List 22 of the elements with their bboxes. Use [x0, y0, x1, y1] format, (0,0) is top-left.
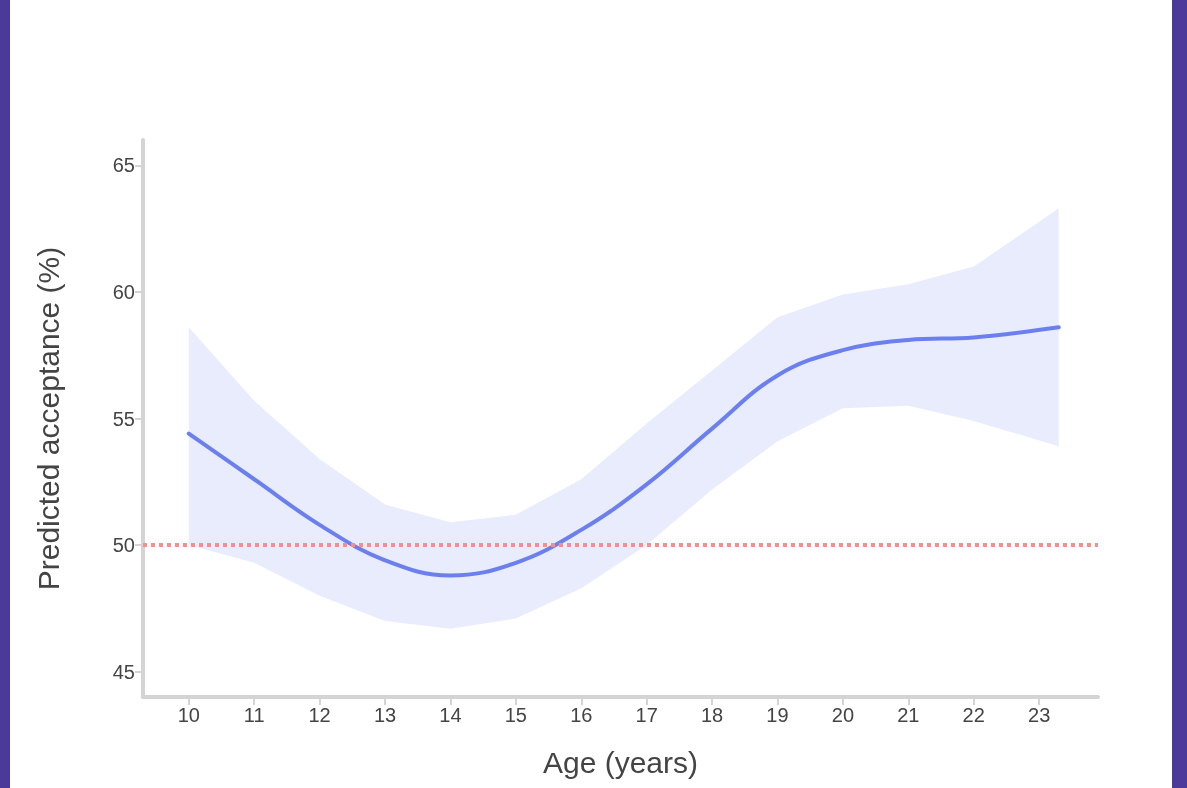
x-tick-label: 12 [308, 704, 331, 726]
x-tick-label: 23 [1028, 704, 1051, 726]
x-tick-label: 18 [700, 704, 724, 726]
y-tick-label: 50 [112, 534, 135, 557]
x-tick-label: 14 [439, 704, 462, 726]
x-tick-label: 21 [897, 704, 920, 726]
x-tick-label: 10 [177, 704, 200, 726]
x-tick-label: 20 [831, 704, 855, 726]
x-tick-label: 22 [962, 704, 985, 726]
line-series [186, 325, 1061, 578]
x-tick-label: 11 [243, 704, 265, 726]
x-tick-label: 16 [570, 704, 593, 726]
x-tick-label: 17 [635, 704, 658, 726]
x-axis-title: Age (years) [542, 745, 699, 779]
y-tick-label: 60 [112, 280, 135, 303]
y-tick-label: 65 [112, 154, 135, 177]
x-tick-label: 13 [373, 704, 397, 726]
y-axis-title: Predicted acceptance (%) [31, 246, 65, 591]
y-tick-label: 45 [112, 660, 135, 683]
x-tick-label: 19 [766, 704, 789, 726]
y-tick-label: 55 [112, 407, 135, 430]
x-tick-label: 15 [504, 704, 527, 726]
